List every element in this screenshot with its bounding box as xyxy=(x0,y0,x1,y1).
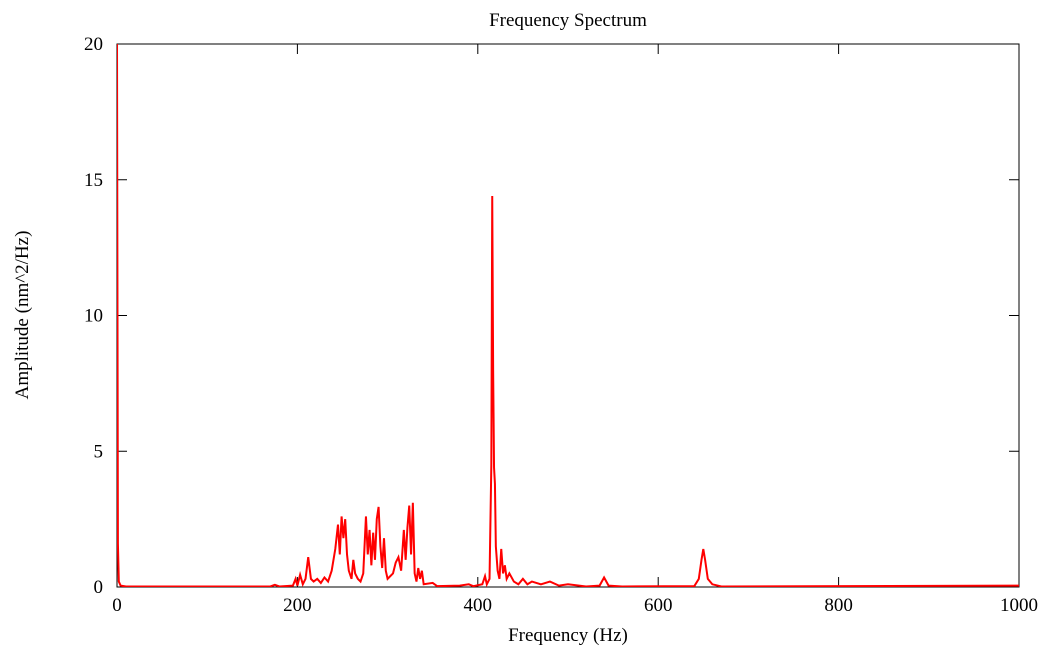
y-tick-label: 5 xyxy=(94,441,104,462)
y-axis-label: Amplitude (nm^2/Hz) xyxy=(12,231,33,400)
x-axis-label: Frequency (Hz) xyxy=(508,625,628,646)
y-tick-label: 15 xyxy=(84,170,103,191)
chart-title: Frequency Spectrum xyxy=(489,10,647,31)
plot-frame xyxy=(116,43,1020,588)
y-tick-label: 20 xyxy=(84,34,103,55)
x-tick-label: 800 xyxy=(824,595,853,616)
x-tick-label: 400 xyxy=(464,595,493,616)
series-line xyxy=(117,44,1019,587)
y-tick-label: 0 xyxy=(94,577,104,598)
x-tick-label: 200 xyxy=(283,595,312,616)
x-tick-label: 0 xyxy=(112,595,122,616)
x-tick-label: 1000 xyxy=(1000,595,1038,616)
y-tick-label: 10 xyxy=(84,306,103,327)
x-tick-label: 600 xyxy=(644,595,673,616)
